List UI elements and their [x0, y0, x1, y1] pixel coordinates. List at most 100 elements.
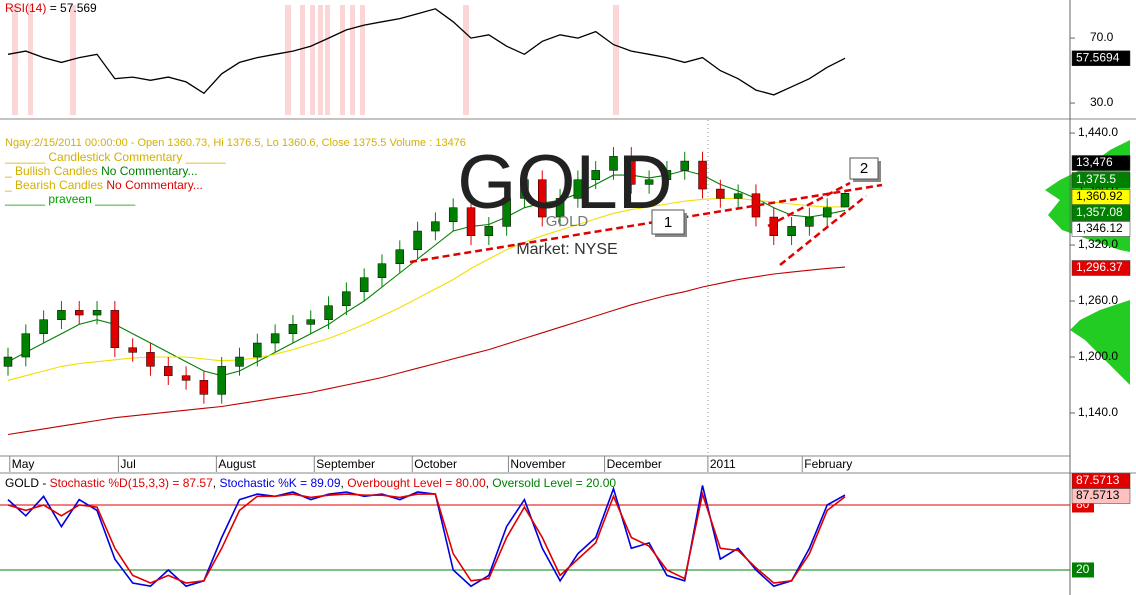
series-line — [7, 485, 846, 588]
candle-body — [644, 179, 654, 185]
header-segment: Stochastic %K = 89.09 — [219, 476, 340, 490]
axis-flag-label: 1,375.5 — [1076, 172, 1116, 186]
axis-flag — [1071, 260, 1131, 276]
axis-flag-label: 87.5713 — [1076, 488, 1120, 502]
annotation-box — [651, 209, 685, 235]
header-segment: GOLD - — [5, 476, 50, 490]
candle-body — [128, 347, 137, 353]
candle-body — [716, 188, 725, 199]
y-tick-label: 1,260.0 — [1078, 293, 1118, 307]
candle-body — [74, 310, 84, 316]
annotation: 2 — [860, 160, 868, 177]
axis-flag — [1071, 205, 1131, 221]
axis-flag — [1071, 189, 1131, 205]
axis-flag-label: 1,360.92 — [1076, 189, 1123, 203]
candle-body — [181, 375, 191, 381]
candle-body — [520, 179, 529, 199]
candle-body — [502, 198, 511, 227]
axis-flag-label: 1,357.08 — [1076, 205, 1123, 219]
candle-body — [609, 156, 618, 171]
candle-body — [270, 333, 280, 344]
candle-body — [110, 310, 120, 348]
y-tick-label: 30.0 — [1090, 95, 1114, 109]
header-segment: , — [341, 476, 348, 490]
y-tick-label: 1,140.0 — [1078, 405, 1118, 419]
candle-body — [840, 193, 850, 208]
legend-segment: ______ praveen ______ — [4, 192, 135, 206]
y-tick-label: 1,440.0 — [1078, 125, 1118, 139]
candle-body — [342, 291, 351, 306]
candle-body — [39, 319, 48, 334]
header-segment: , — [213, 476, 220, 490]
watermark: GOLD — [457, 140, 672, 225]
trendlines — [409, 181, 883, 266]
candle-body — [591, 170, 600, 180]
legend-segment: _ Bullish Candles — [4, 164, 101, 178]
plot: 70.0 30.0 57.5694 1,140.0 1,200.0 1,260.0 1,32… — [0, 8, 1131, 588]
rsi-bands — [12, 5, 619, 115]
series-line — [7, 266, 846, 436]
y-tick-label: 1,320.0 — [1078, 237, 1118, 251]
header-segment: , — [486, 476, 493, 490]
legend-row: ______ Candlestick Commentary ______ — [4, 150, 226, 164]
axis-flag — [1071, 155, 1131, 171]
axis-flag — [1071, 221, 1131, 237]
axis-flag-label: 1,346.12 — [1076, 221, 1123, 235]
candle-body — [555, 198, 565, 218]
candle-body — [627, 156, 636, 185]
candle-body — [359, 277, 369, 292]
x-tick-label: September — [316, 457, 375, 471]
annotation-box — [849, 157, 879, 180]
symbol-label: GOLD — [546, 213, 589, 230]
candle-body — [306, 319, 315, 325]
candle-body — [377, 263, 387, 278]
market-label: Market: NYSE — [516, 241, 617, 258]
legend-row: _ Bearish Candles No Commentary... — [4, 178, 203, 192]
x-tick-label: August — [218, 457, 256, 471]
candle-body — [324, 305, 333, 320]
candle-body — [235, 356, 244, 367]
axis-flag — [1072, 562, 1094, 578]
axis-flag-label: 87.5713 — [1076, 473, 1120, 487]
axis-flag — [1071, 172, 1131, 188]
candle-body — [253, 342, 262, 358]
legend-segment: No Commentary... — [101, 164, 197, 178]
x-tick-label: October — [414, 457, 457, 471]
candle-body — [395, 249, 405, 264]
header-segment: Oversold Level = 20.00 — [492, 476, 616, 490]
legend-row: ______ praveen ______ — [4, 192, 135, 206]
x-tick-label: 2011 — [710, 457, 736, 471]
x-tick-label: February — [804, 457, 852, 471]
candle-body — [680, 160, 689, 171]
candle-body — [164, 366, 173, 376]
candle-body — [413, 230, 422, 250]
candle-body — [805, 216, 814, 227]
series-line — [7, 8, 846, 96]
axis-flag — [1071, 488, 1131, 504]
legend-segment: _ Bearish Candles — [4, 178, 106, 192]
axis-flag-label: 13,476 — [1076, 155, 1113, 169]
axis-flag — [1071, 50, 1131, 67]
candle-body — [822, 207, 832, 218]
x-tick-label: Jul — [120, 457, 135, 471]
stochastic-header: GOLD - Stochastic %D(15,3,3) = 87.57, St… — [5, 476, 616, 490]
candle-body — [3, 356, 13, 367]
legend-segment: No Commentary... — [106, 178, 202, 192]
x-tick-label: December — [607, 457, 662, 471]
rsi-value: = 57.569 — [50, 1, 97, 15]
legend-segment: ______ Candlestick Commentary ______ — [4, 150, 226, 164]
axis-flag-label: 57.5694 — [1076, 50, 1120, 64]
candle-body — [484, 226, 494, 236]
rsi-title: RSI(14) — [5, 1, 46, 15]
x-tick-label: May — [12, 457, 35, 471]
candle-body — [698, 160, 707, 190]
rsi-header: RSI(14) = 57.569 — [5, 1, 97, 15]
price-header: Ngay:2/15/2011 00:00:00 - Open 1360.73, … — [5, 137, 466, 149]
annotation: 1 — [664, 214, 672, 231]
x-tick-label: November — [510, 457, 565, 471]
y-tick-label: 70.0 — [1090, 30, 1114, 44]
candle-body — [288, 324, 298, 334]
